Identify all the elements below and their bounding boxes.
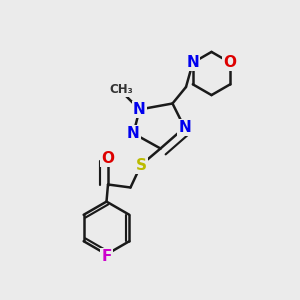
Text: CH₃: CH₃ — [110, 83, 134, 96]
Text: S: S — [136, 158, 146, 172]
Text: N: N — [133, 102, 146, 117]
Text: F: F — [101, 249, 112, 264]
Text: N: N — [186, 55, 199, 70]
Text: N: N — [178, 120, 191, 135]
Text: N: N — [127, 126, 140, 141]
Text: O: O — [101, 151, 115, 166]
Text: O: O — [224, 55, 237, 70]
